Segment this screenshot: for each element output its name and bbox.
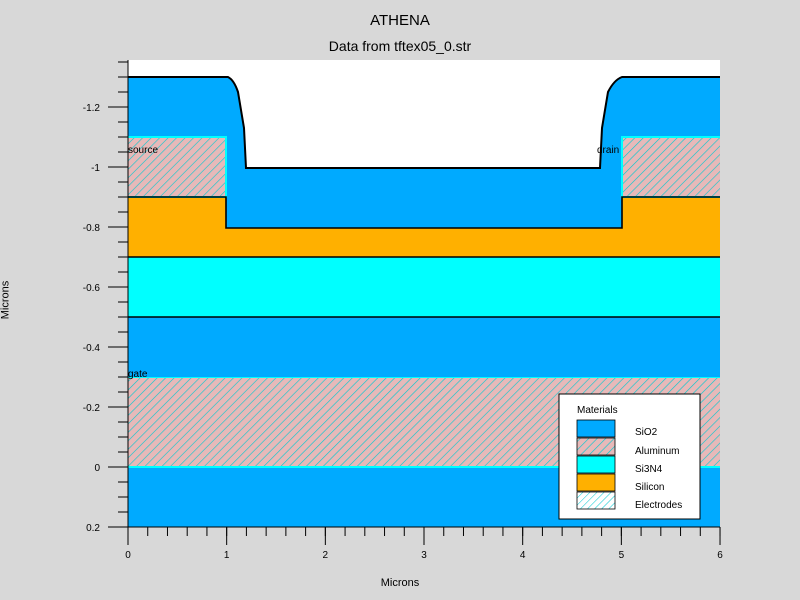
legend-label-sio2: SiO2 — [635, 427, 658, 438]
x-axis-label: Microns — [380, 577, 420, 589]
x-tick-label: 4 — [520, 550, 526, 561]
sio2-gate-oxide — [128, 317, 720, 377]
gate-label: gate — [128, 369, 148, 380]
plot-subtitle: Data from tftex05_0.str — [328, 38, 472, 54]
x-tick-label: 0 — [125, 550, 131, 561]
y-axis-ticks: -1.2 -1 -0.8 -0.6 -0.4 -0.2 0 0.2 — [83, 61, 128, 534]
y-tick-label: -0.8 — [83, 223, 101, 234]
y-tick-label: -0.2 — [83, 403, 101, 414]
drain-label: drain — [597, 145, 619, 156]
x-tick-label: 2 — [323, 550, 329, 561]
legend-label-silicon: Silicon — [635, 482, 664, 493]
legend-swatch-aluminum — [576, 437, 616, 456]
y-tick-label: -0.6 — [83, 283, 101, 294]
legend-label-si3n4: Si3N4 — [635, 464, 663, 475]
materials-legend: Materials SiO2 Aluminum Si3N4 Silicon El… — [558, 393, 701, 520]
source-label: source — [128, 145, 158, 156]
y-tick-label: -1.2 — [83, 103, 101, 114]
si3n4-layer — [128, 257, 720, 317]
y-tick-label: 0.2 — [86, 523, 100, 534]
x-tick-label: 3 — [421, 550, 427, 561]
x-tick-label: 1 — [224, 550, 230, 561]
legend-label-electrodes: Electrodes — [635, 500, 682, 511]
x-tick-label: 6 — [717, 550, 723, 561]
y-tick-label: -1 — [91, 163, 100, 174]
legend-title: Materials — [577, 405, 618, 416]
x-tick-label: 5 — [619, 550, 625, 561]
legend-swatch-sio2 — [576, 419, 616, 438]
y-tick-label: -0.4 — [83, 343, 101, 354]
plot-title: ATHENA — [370, 12, 430, 29]
x-axis-ticks: 0 1 2 3 4 5 6 — [125, 527, 723, 561]
sio2-top-oxide — [128, 77, 720, 228]
drain-electrode — [622, 137, 720, 197]
source-electrode — [128, 137, 226, 197]
legend-swatch-si3n4 — [576, 455, 616, 474]
legend-label-aluminum: Aluminum — [635, 446, 679, 457]
y-tick-label: 0 — [94, 463, 100, 474]
legend-swatch-electrodes — [576, 491, 616, 510]
legend-swatch-silicon — [576, 473, 616, 492]
